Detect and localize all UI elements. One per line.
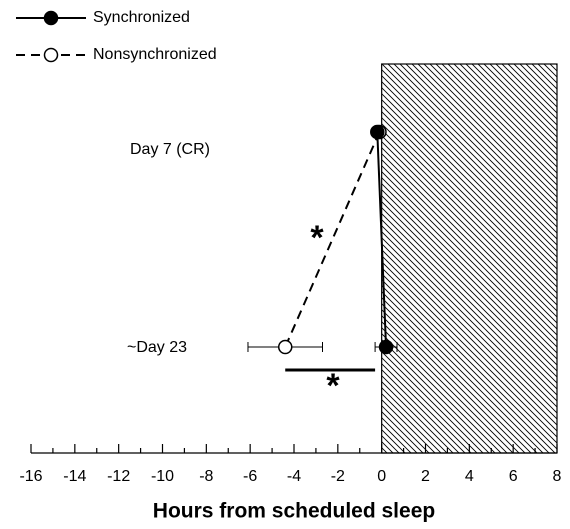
x-tick-label: -8 [199, 468, 213, 485]
category-label: Day 7 (CR) [130, 141, 210, 158]
x-tick-label: -2 [331, 468, 345, 485]
x-tick-label: -4 [287, 468, 301, 485]
x-tick-label: -10 [151, 468, 174, 485]
category-label: ~Day 23 [127, 339, 187, 356]
legend-marker [43, 47, 59, 63]
legend-label: Synchronized [93, 9, 190, 26]
x-tick-label: 0 [377, 468, 386, 485]
annotation: * [310, 219, 324, 257]
shaded-region [381, 63, 558, 454]
x-tick-label: -16 [19, 468, 42, 485]
series-line [284, 131, 381, 348]
x-tick-label: 2 [421, 468, 430, 485]
x-tick-label: -14 [63, 468, 86, 485]
x-tick-label: 4 [465, 468, 474, 485]
x-tick-label: -12 [107, 468, 130, 485]
x-tick-label: -6 [243, 468, 257, 485]
x-tick-label: 6 [509, 468, 518, 485]
series-line [376, 131, 388, 348]
annotation: * [326, 367, 340, 405]
x-axis-title: Hours from scheduled sleep [153, 500, 435, 523]
x-tick-label: 8 [553, 468, 562, 485]
data-point [277, 339, 293, 355]
data-point [370, 124, 385, 140]
data-point [378, 339, 394, 355]
legend-marker [43, 10, 59, 26]
legend-label: Nonsynchronized [93, 46, 217, 63]
